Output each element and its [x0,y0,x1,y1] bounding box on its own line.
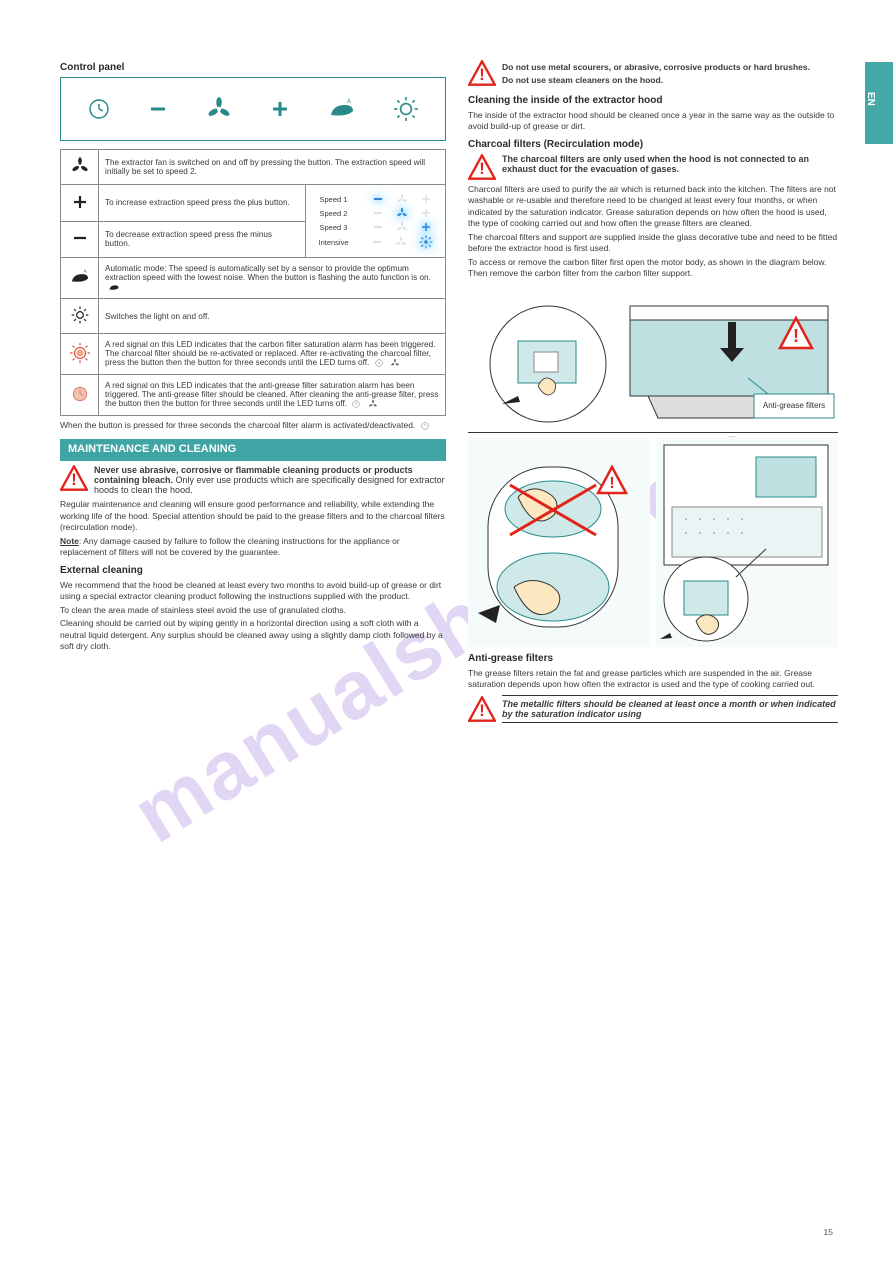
speed-row-3: Speed 3 [312,221,439,233]
para: To access or remove the carbon filter fi… [468,257,838,280]
row-icon-timer-red-dim [61,375,99,416]
table-row: A red signal on this LED indicates that … [61,375,446,416]
speed-legend-cell: Speed 1 Speed 2 Speed 3 [306,185,446,258]
svg-text:!: ! [793,326,799,346]
panel-title: Control panel [60,62,446,73]
warning-block: ! The charcoal filters are only used whe… [468,154,838,180]
svg-text:!: ! [479,160,484,178]
divider [468,432,838,433]
table-row: To increase extraction speed press the p… [61,185,446,222]
row-text: To decrease extraction speed press the m… [99,221,306,258]
plus-icon [268,97,292,121]
right-column: ! Do not use metal scourers, or abrasive… [468,56,838,727]
speed-row-1: Speed 1 [312,193,439,205]
charcoal-title: Charcoal filters (Recirculation mode) [468,139,838,150]
panel-open-illustration: ! Anti-grease filters [468,286,838,428]
row-text: To increase extraction speed press the p… [99,185,306,222]
warning-icon: ! [60,465,88,491]
filter-illus-left: ! [468,437,650,647]
warning-icon: ! [468,696,496,722]
table-row: Switches the light on and off. [61,299,446,334]
table-row: A red signal on this LED indicates that … [61,334,446,375]
lang-code: EN [865,62,876,106]
speed-row-2: Speed 2 [312,207,439,219]
row-text: A red signal on this LED indicates that … [99,375,446,416]
para: The charcoal filters and support are sup… [468,232,838,255]
table-row: The extractor fan is switched on and off… [61,150,446,185]
svg-text:!: ! [71,471,76,489]
row-text: Switches the light on and off. [99,299,446,334]
page-lang-tab: EN [865,62,893,144]
row-icon-plus [61,185,99,222]
filter-illus-right [656,437,838,647]
page-footer: 15 [60,1227,833,1237]
minus-icon [146,97,170,121]
leaf-icon: A [327,97,357,121]
maintenance-header: MAINTENANCE AND CLEANING [60,439,446,461]
fan-icon [206,96,232,122]
svg-text:!: ! [479,66,484,84]
para: The inside of the extractor hood should … [468,110,838,133]
para: We recommend that the hood be cleaned at… [60,580,446,603]
table-row: A Automatic mode: The speed is automatic… [61,258,446,299]
row-icon-light [61,299,99,334]
row-icon-fan [61,150,99,185]
clock-icon [87,97,111,121]
grease-title: Anti-grease filters [468,653,838,664]
controls-table: The extractor fan is switched on and off… [60,149,446,416]
para: Charcoal filters are used to purify the … [468,184,838,230]
svg-text:!: ! [479,702,484,720]
svg-text:A: A [83,269,86,274]
para: Regular maintenance and cleaning will en… [60,499,446,533]
row-icon-timer-red [61,334,99,375]
warning-icon: ! [468,154,496,180]
svg-text:Anti-grease filters: Anti-grease filters [763,401,825,410]
para: To clean the area made of stainless stee… [60,605,446,616]
control-panel-strip: A [60,77,446,141]
warning-icon: ! [468,60,496,86]
ext-title: External cleaning [60,565,446,576]
light-icon [393,96,419,122]
para: Cleaning should be carried out by wiping… [60,618,446,652]
svg-text:A: A [347,99,351,105]
speed-row-4: Intensive [312,235,439,249]
filter-illustration-row: ! [468,437,838,647]
svg-text:!: ! [609,475,614,492]
row-icon-minus [61,221,99,258]
row-icon-leaf: A [61,258,99,299]
note-text: When the button is pressed for three sec… [60,420,446,431]
para: Note: Any damage caused by failure to fo… [60,536,446,559]
inner-title: Cleaning the inside of the extractor hoo… [468,95,838,106]
left-column: Control panel A The extractor fan is swi… [60,56,446,655]
warning-block: ! The metallic filters should be cleaned… [468,695,838,723]
warning-block: ! Never use abrasive, corrosive or flamm… [60,465,446,495]
row-text: Automatic mode: The speed is automatical… [99,258,446,299]
row-text: A red signal on this LED indicates that … [99,334,446,375]
footer-page-number: 15 [824,1227,833,1237]
para: The grease filters retain the fat and gr… [468,668,838,691]
row-text: The extractor fan is switched on and off… [99,150,446,185]
warning-block: ! Do not use metal scourers, or abrasive… [468,60,838,89]
